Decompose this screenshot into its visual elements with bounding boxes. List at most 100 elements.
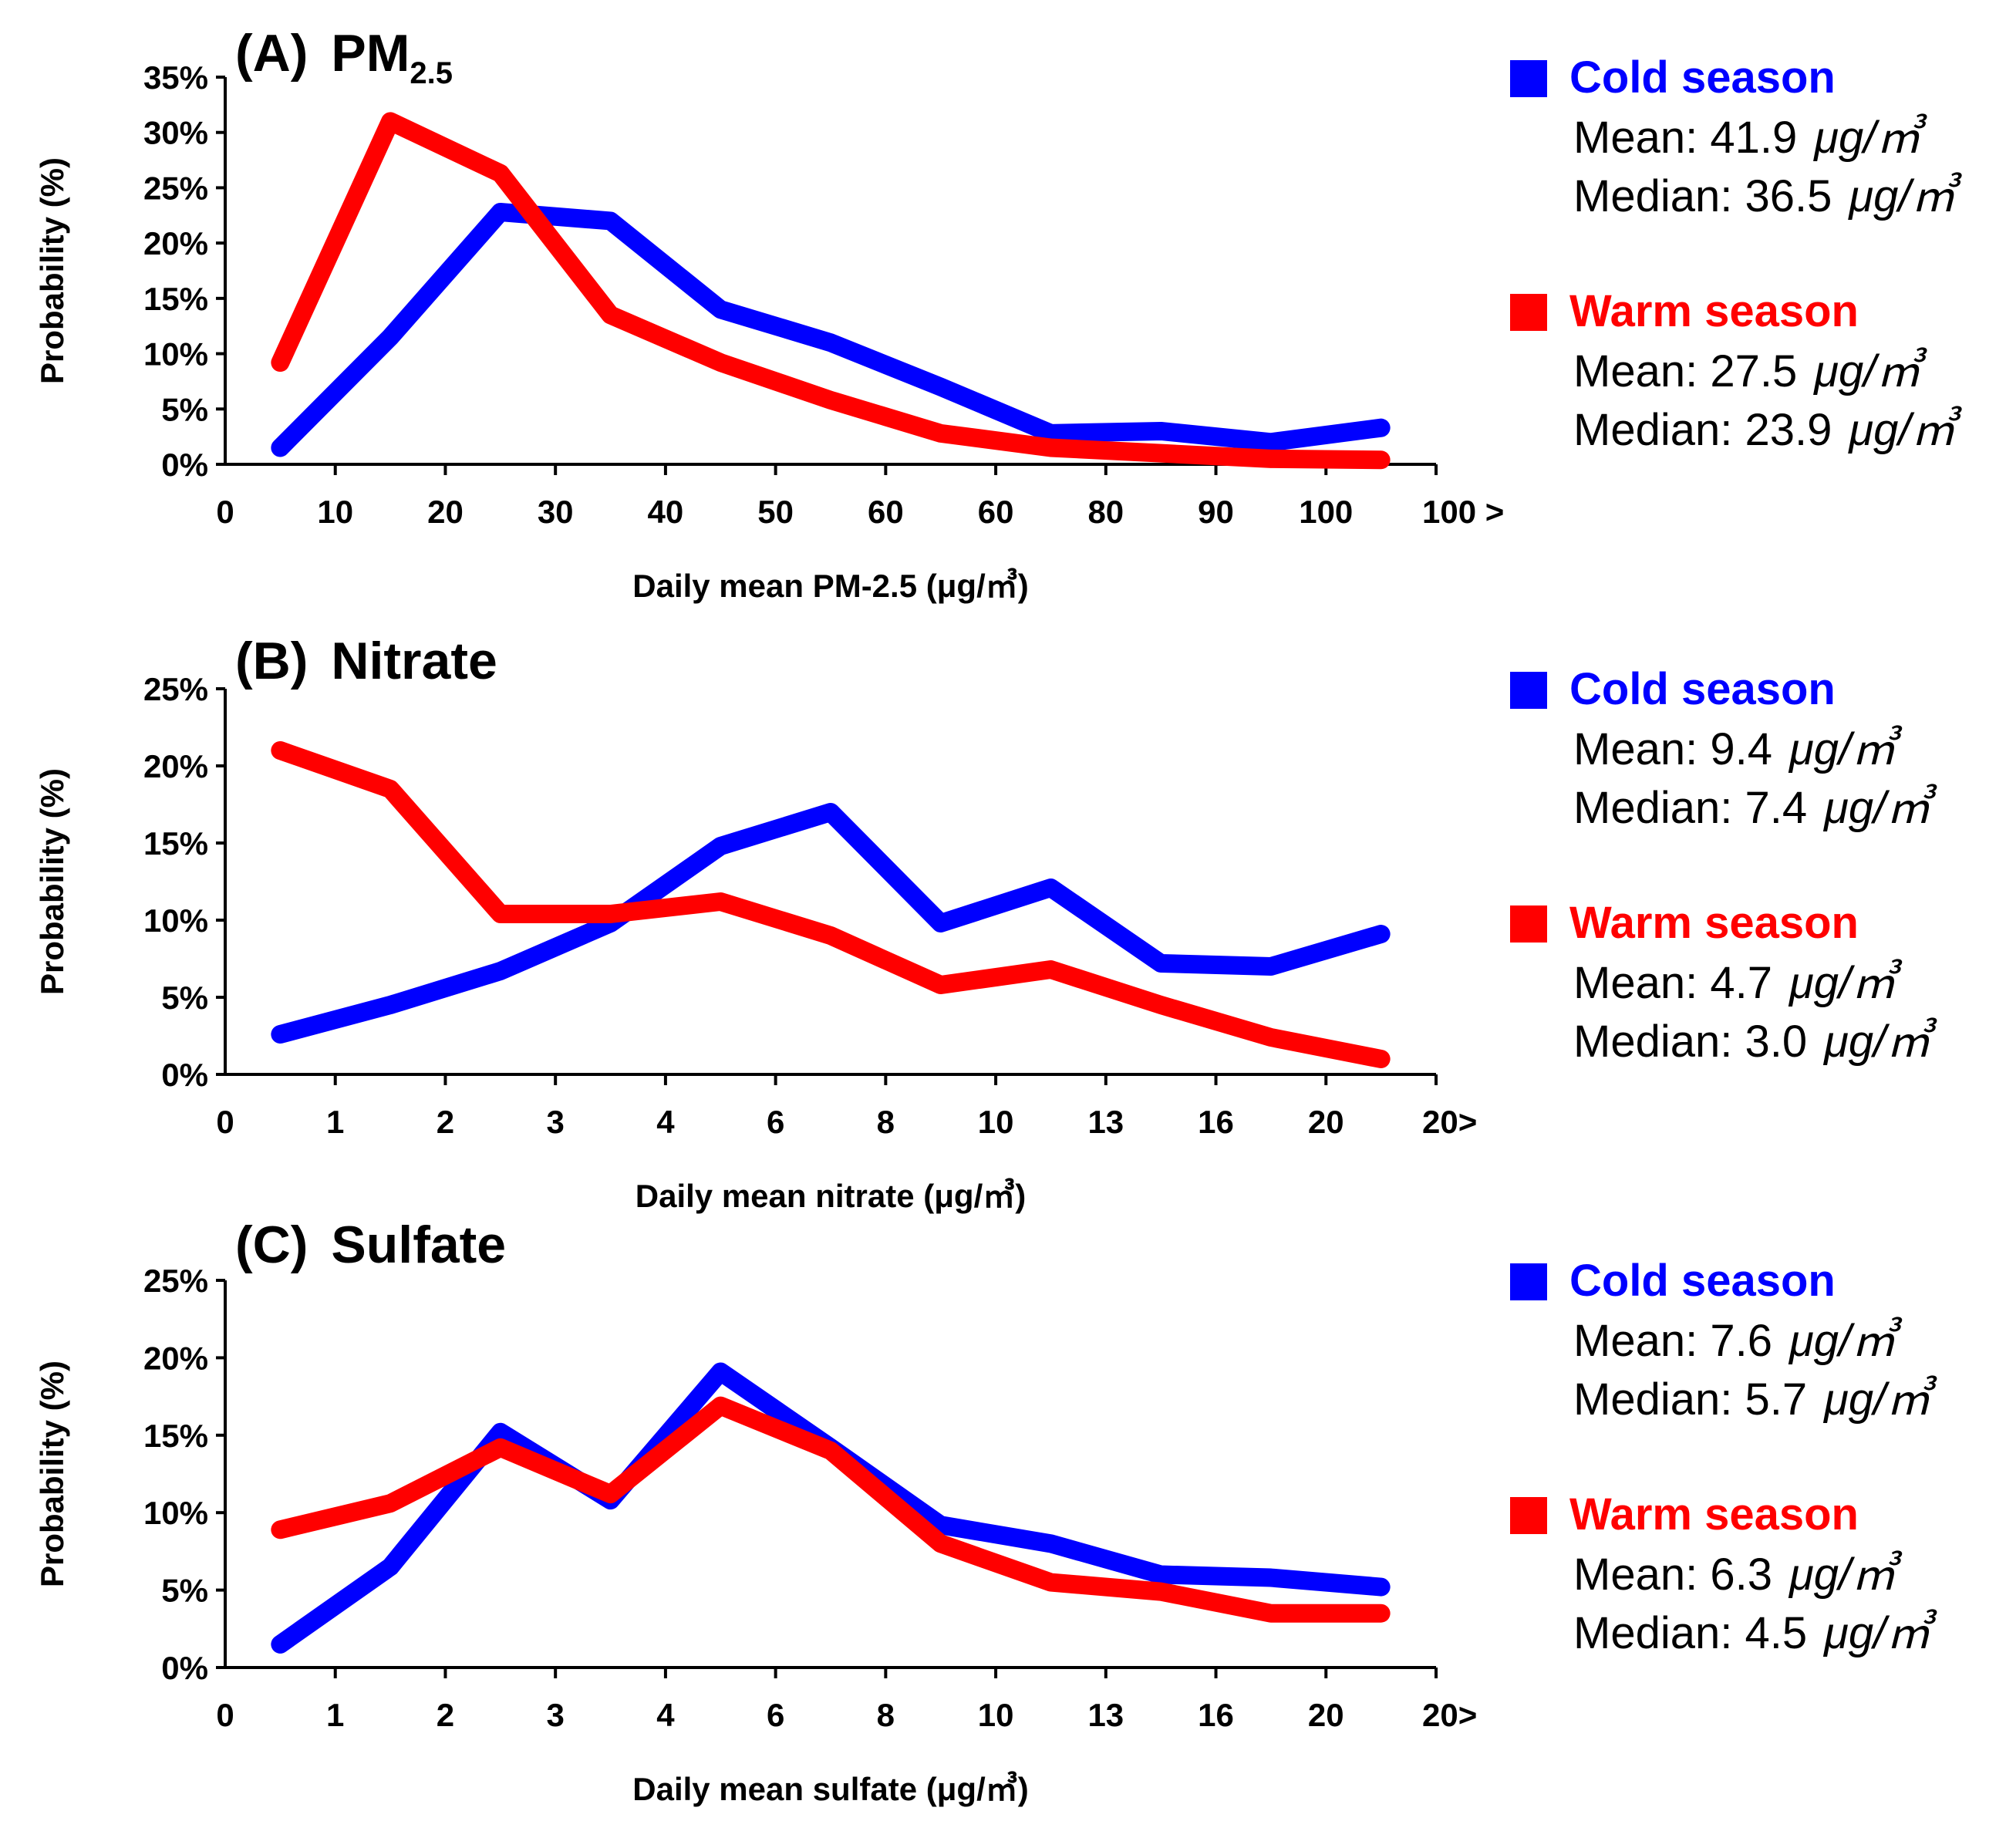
data-point-cold <box>830 342 831 344</box>
x-axis-label: Daily mean sulfate (μg/㎥) <box>632 1771 1028 1807</box>
data-point-cold <box>1050 432 1052 434</box>
legend-series-name: Warm season <box>1569 898 1859 948</box>
legend-cold: Cold season Mean: 41.9 μg/㎥ Median: 36.5 μg/… <box>1510 52 1963 221</box>
stat-separator: : <box>1685 113 1710 163</box>
stat-unit: μg/㎥ <box>1822 1374 1937 1425</box>
data-point-cold <box>1050 1543 1052 1545</box>
data-point-warm <box>609 1493 612 1496</box>
panel-name: PM <box>331 24 410 83</box>
y-tick-label: 15% <box>143 281 208 317</box>
panel-3: (C) Sulfate 0% 5% 10% 15% 20% 25% 0 1 2 3 4 6 8 10 13 16 2… <box>34 1216 1937 1807</box>
data-point-warm <box>279 1529 282 1531</box>
stat-unit: μg/㎥ <box>1788 1316 1903 1366</box>
x-tick-label: 0 <box>216 1104 234 1140</box>
stat-label: Median <box>1573 1017 1720 1067</box>
y-tick-label: 0% <box>161 1057 208 1093</box>
data-point-cold <box>389 1004 392 1006</box>
data-point-cold <box>1160 963 1162 964</box>
x-tick-label: 4 <box>656 1104 675 1140</box>
x-axis-label: Daily mean PM-2.5 (μg/㎥) <box>632 568 1028 604</box>
data-point-warm <box>939 984 942 986</box>
data-point-cold <box>389 336 392 339</box>
stat-label: Mean <box>1573 113 1685 163</box>
data-point-cold <box>1269 1577 1272 1579</box>
stat-label: Mean <box>1573 1550 1685 1600</box>
panel-1: (A) PM2.5 0% 5% 10% 15% 20% 25% 30% 35% 0 10 20 30 40 5… <box>34 24 1963 604</box>
stat-value: 9.4 <box>1710 724 1772 774</box>
legend-series-name: Cold season <box>1569 664 1836 714</box>
y-tick-label: 0% <box>161 447 208 483</box>
stat-unit: μg/㎥ <box>1847 405 1962 455</box>
panel-letter: (B) <box>235 632 308 690</box>
y-tick-label: 25% <box>143 170 208 206</box>
stat-separator: : <box>1720 1374 1745 1425</box>
data-point-warm <box>609 913 612 915</box>
stat-separator: : <box>1685 958 1710 1008</box>
stat-label: Median <box>1573 1374 1720 1425</box>
legend-swatch <box>1510 1263 1547 1300</box>
stat-unit: μg/㎥ <box>1788 1550 1903 1600</box>
stat-label: Mean <box>1573 346 1685 396</box>
data-point-warm <box>1380 1612 1382 1614</box>
legend-stat-median: Median: 5.7 μg/㎥ <box>1573 1374 1937 1425</box>
x-tick-label: 4 <box>656 1697 675 1733</box>
y-axis-label: Probability (%) <box>34 157 70 384</box>
legend-stat-mean: Mean: 4.7 μg/㎥ <box>1573 958 1903 1008</box>
x-tick-label: 20> <box>1422 1104 1477 1140</box>
stat-label: Mean <box>1573 1316 1685 1366</box>
y-tick-label: 5% <box>161 1573 208 1609</box>
legend-cold: Cold season Mean: 7.6 μg/㎥ Median: 5.7 μg/㎥ <box>1510 1256 1937 1425</box>
legend-series-name: Cold season <box>1569 52 1836 103</box>
data-point-warm <box>939 432 942 434</box>
stat-value: 6.3 <box>1710 1550 1772 1600</box>
data-point-warm <box>1050 447 1052 449</box>
data-point-warm <box>1269 457 1272 460</box>
x-tick-label: 20 <box>1308 1104 1344 1140</box>
data-point-cold <box>1380 933 1382 935</box>
stat-value: 4.5 <box>1745 1608 1807 1658</box>
x-tick-label: 20 <box>427 494 464 530</box>
data-point-warm <box>830 1449 831 1452</box>
y-tick-label: 25% <box>143 671 208 707</box>
x-tick-label: 10 <box>978 1104 1014 1140</box>
data-point-cold <box>1160 430 1162 432</box>
panel-letter: (C) <box>235 1216 308 1274</box>
stat-label: Median <box>1573 783 1720 833</box>
x-tick-label: 2 <box>437 1697 454 1733</box>
y-tick-label: 5% <box>161 980 208 1016</box>
data-point-cold <box>499 1431 501 1433</box>
legend-stat-mean: Mean: 41.9 μg/㎥ <box>1573 113 1927 163</box>
x-tick-label: 0 <box>216 1697 234 1733</box>
data-point-warm <box>389 1502 392 1505</box>
data-point-warm <box>1269 1612 1272 1614</box>
stat-label: Median <box>1573 405 1720 455</box>
stat-separator: : <box>1685 346 1710 396</box>
y-tick-label: 25% <box>143 1263 208 1299</box>
series-line-cold <box>271 202 1391 457</box>
x-tick-label: 20 <box>1308 1697 1344 1733</box>
x-tick-label: 2 <box>437 1104 454 1140</box>
data-point-cold <box>279 1034 282 1035</box>
data-point-cold <box>939 922 942 924</box>
data-point-cold <box>1269 441 1272 443</box>
x-tick-label: 6 <box>767 1104 784 1140</box>
data-point-cold <box>939 1524 942 1526</box>
data-point-warm <box>279 750 282 751</box>
stat-separator: : <box>1720 783 1745 833</box>
data-point-cold <box>830 811 831 813</box>
data-point-cold <box>609 220 612 222</box>
data-point-warm <box>1050 969 1052 970</box>
legend-stat-mean: Mean: 9.4 μg/㎥ <box>1573 724 1903 774</box>
stat-value: 23.9 <box>1745 405 1832 455</box>
stat-separator: : <box>1720 171 1745 221</box>
stat-separator: : <box>1685 1550 1710 1600</box>
panel-title: (B) Nitrate <box>235 632 497 690</box>
data-point-cold <box>499 970 501 972</box>
data-point-cold <box>279 1643 282 1645</box>
stat-label: Median <box>1573 1608 1720 1658</box>
x-tick-label: 3 <box>547 1104 565 1140</box>
panel-title: (A) PM2.5 <box>235 24 453 90</box>
data-point-warm <box>609 314 612 316</box>
x-tick-label: 100 <box>1299 494 1353 530</box>
legend-stat-median: Median: 7.4 μg/㎥ <box>1573 783 1937 833</box>
